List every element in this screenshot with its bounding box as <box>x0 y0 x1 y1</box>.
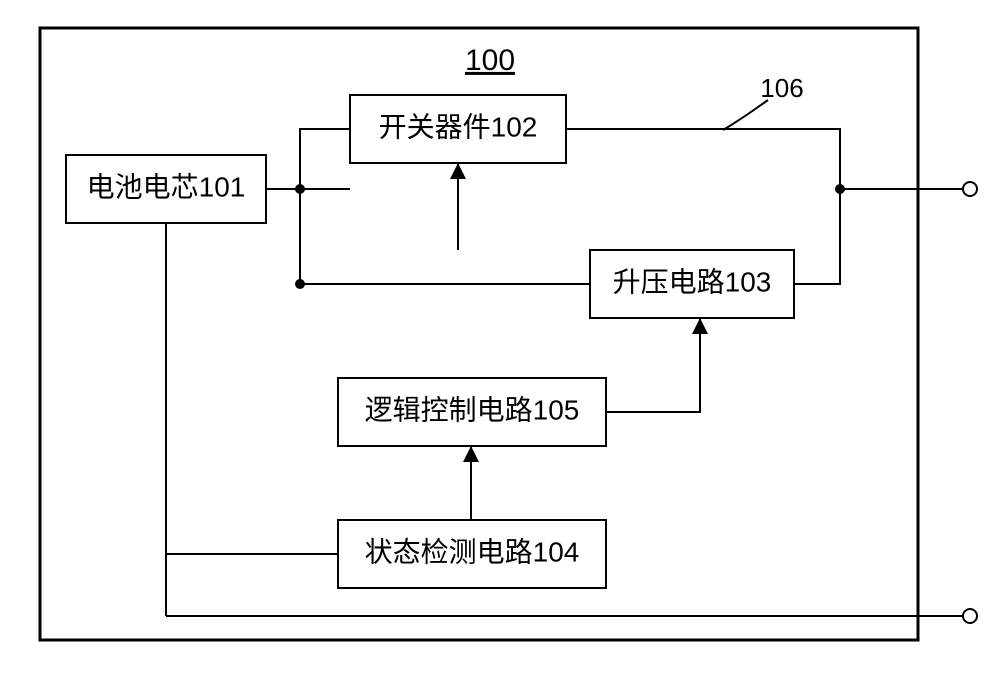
arrow-head-2 <box>692 318 708 334</box>
terminal-1 <box>963 609 977 623</box>
arrow-head-1 <box>463 446 479 462</box>
wire-4 <box>794 189 840 284</box>
junction-1 <box>835 184 845 194</box>
ref-106-leader <box>723 100 768 130</box>
arrow-head-0 <box>450 163 466 179</box>
node-label-n101: 电池电芯101 <box>87 171 246 202</box>
node-label-n105: 逻辑控制电路105 <box>365 394 580 425</box>
ref-106-label: 106 <box>760 73 803 103</box>
arrow-line-2 <box>606 318 700 412</box>
wire-1 <box>266 129 350 189</box>
node-label-n102: 开关器件102 <box>379 111 538 142</box>
diagram-title: 100 <box>465 44 515 77</box>
wire-2 <box>566 129 840 189</box>
wire-3 <box>300 189 590 284</box>
node-label-n104: 状态检测电路104 <box>365 536 580 567</box>
terminal-0 <box>963 182 977 196</box>
wire-6 <box>166 223 338 554</box>
node-label-n103: 升压电路103 <box>613 266 772 297</box>
junction-2 <box>295 279 305 289</box>
junction-0 <box>295 184 305 194</box>
